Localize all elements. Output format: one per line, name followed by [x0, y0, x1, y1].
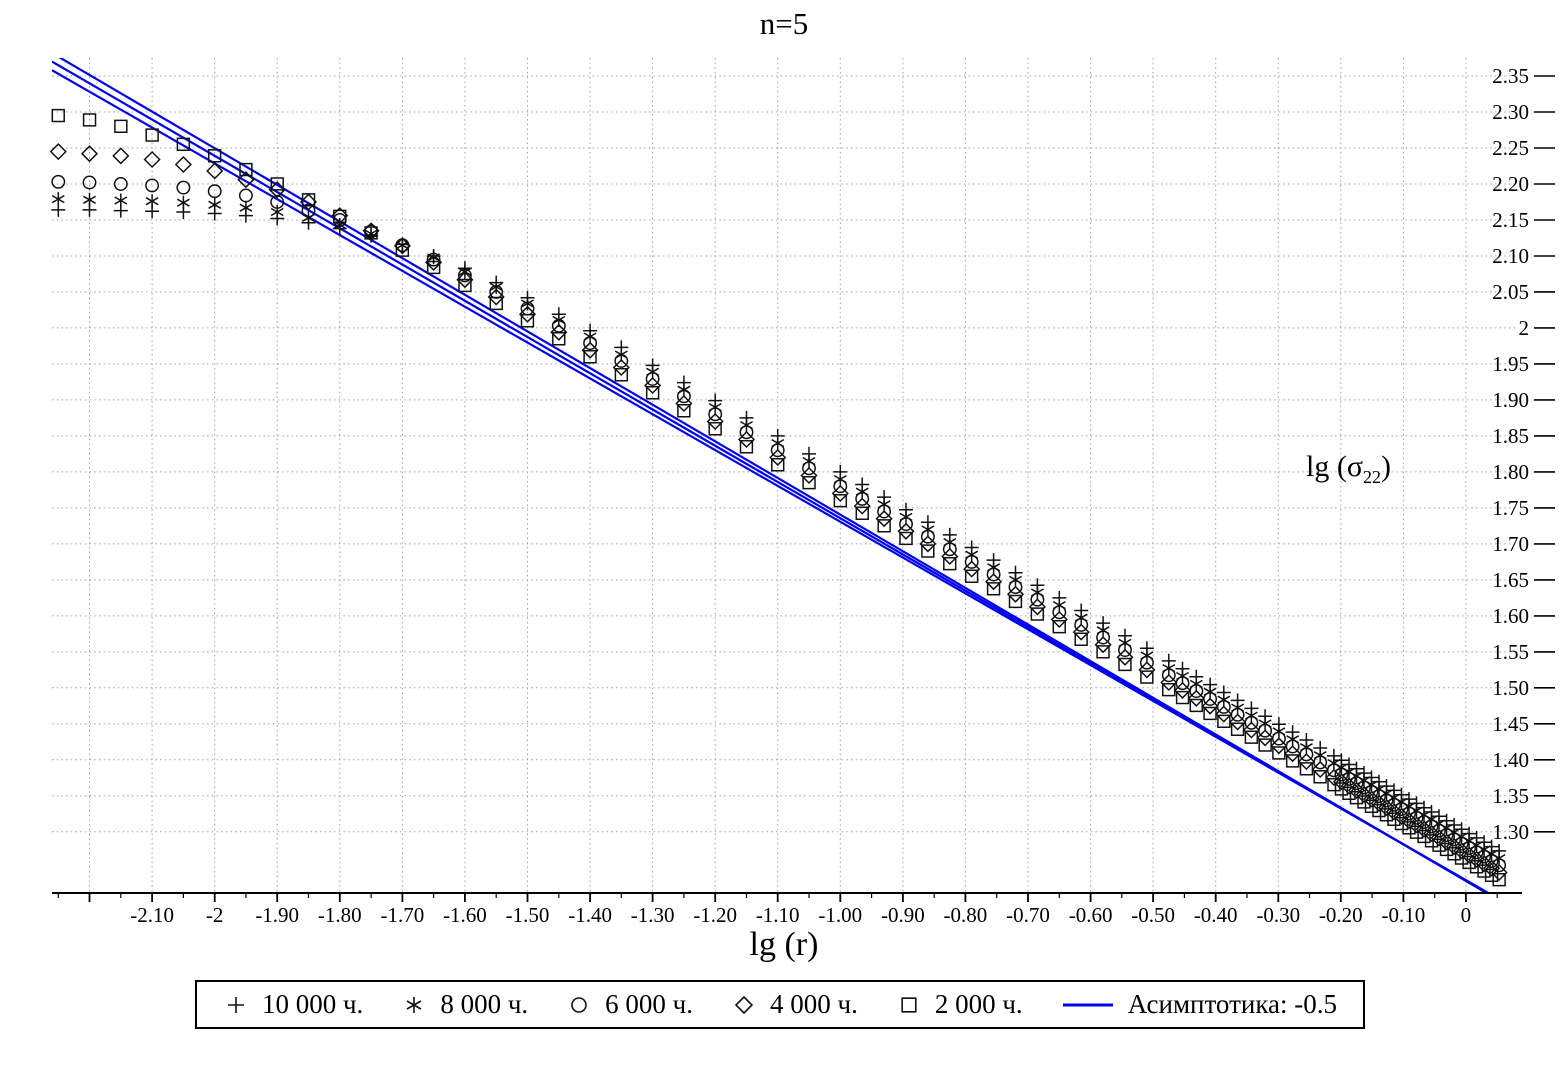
svg-text:1.30: 1.30	[1492, 820, 1529, 844]
svg-text:1.65: 1.65	[1492, 568, 1529, 592]
x-axis	[52, 892, 1522, 902]
svg-text:-1.10: -1.10	[756, 903, 800, 927]
y-axis-label-close: )	[1381, 450, 1391, 483]
legend-diamond-icon	[734, 995, 754, 1014]
svg-text:-0.20: -0.20	[1319, 903, 1363, 927]
series-diamond	[49, 143, 1508, 882]
chart-title: n=5	[759, 6, 809, 41]
svg-text:-0.90: -0.90	[881, 903, 925, 927]
svg-text:-0.80: -0.80	[944, 903, 988, 927]
svg-text:1.50: 1.50	[1492, 676, 1529, 700]
x-tick-labels: -2.10 -2 -1.90 -1.80 -1.70 -1.60 -1.50 -1.40 -1.…	[130, 903, 1471, 927]
legend-item-circle: 6 000 ч.	[566, 989, 693, 1020]
svg-text:1.80: 1.80	[1492, 460, 1529, 484]
svg-text:1.60: 1.60	[1492, 604, 1529, 628]
svg-text:-1.30: -1.30	[631, 903, 675, 927]
svg-text:1.85: 1.85	[1492, 424, 1529, 448]
svg-text:0: 0	[1461, 903, 1472, 927]
legend-item-plus: 10 000 ч.	[223, 989, 363, 1020]
svg-text:2.35: 2.35	[1492, 64, 1529, 88]
svg-text:-0.60: -0.60	[1069, 903, 1113, 927]
svg-text:-1.60: -1.60	[443, 903, 487, 927]
svg-text:2: 2	[1519, 316, 1530, 340]
legend-asterisk-icon	[406, 996, 422, 1013]
svg-text:-0.40: -0.40	[1194, 903, 1238, 927]
svg-text:1.45: 1.45	[1492, 712, 1529, 736]
svg-text:-1.70: -1.70	[381, 903, 425, 927]
svg-text:2.25: 2.25	[1492, 136, 1529, 160]
legend: 10 000 ч. 8 000 ч. 6 000 ч. 4 000 ч. 2 000 ч…	[194, 980, 1366, 1029]
legend-item-line: Асимптотика: -0.5	[1061, 989, 1337, 1020]
legend-label: 2 000 ч.	[934, 989, 1023, 1019]
legend-item-diamond: 4 000 ч.	[731, 989, 858, 1020]
legend-label: Асимптотика: -0.5	[1127, 989, 1338, 1019]
y-axis-label-text: lg (σ	[1306, 450, 1363, 483]
legend-label: 4 000 ч.	[770, 989, 858, 1019]
svg-text:-2.10: -2.10	[130, 903, 174, 927]
svg-text:2.05: 2.05	[1492, 280, 1529, 304]
grid	[52, 58, 1516, 893]
legend-circle-icon	[571, 996, 587, 1013]
svg-text:-1.20: -1.20	[693, 903, 737, 927]
svg-text:1.95: 1.95	[1492, 352, 1529, 376]
svg-text:-0.30: -0.30	[1256, 903, 1300, 927]
svg-text:-2: -2	[206, 903, 224, 927]
svg-text:1.55: 1.55	[1492, 640, 1529, 664]
svg-text:-1.90: -1.90	[255, 903, 299, 927]
svg-text:-1.50: -1.50	[506, 903, 550, 927]
svg-text:-0.70: -0.70	[1006, 903, 1050, 927]
legend-label: 10 000 ч.	[261, 989, 364, 1019]
y-axis-label-subscript: 22	[1363, 467, 1381, 487]
svg-text:2.15: 2.15	[1492, 208, 1529, 232]
svg-text:1.70: 1.70	[1492, 532, 1529, 556]
svg-text:-0.50: -0.50	[1131, 903, 1175, 927]
legend-line-icon	[1062, 1003, 1113, 1006]
svg-text:1.90: 1.90	[1492, 388, 1529, 412]
legend-label: 6 000 ч.	[605, 989, 694, 1019]
svg-text:-0.10: -0.10	[1382, 903, 1426, 927]
y-tick-labels: 2.35 2.30 2.25 2.20 2.15 2.10 2.05 2 1.95 1.90 1.8…	[1492, 64, 1555, 844]
asymptote-lines	[52, 58, 1491, 893]
legend-item-asterisk: 8 000 ч.	[401, 989, 528, 1020]
svg-text:1.75: 1.75	[1492, 496, 1529, 520]
svg-text:2.20: 2.20	[1492, 172, 1529, 196]
svg-text:-1.00: -1.00	[818, 903, 862, 927]
svg-text:2.30: 2.30	[1492, 100, 1529, 124]
svg-text:-1.80: -1.80	[318, 903, 362, 927]
legend-label: 8 000 ч.	[440, 989, 529, 1019]
series-circle	[51, 174, 1507, 873]
svg-text:-1.40: -1.40	[568, 903, 612, 927]
series-square	[51, 108, 1506, 887]
svg-text:1.35: 1.35	[1492, 784, 1529, 808]
legend-item-square: 2 000 ч.	[896, 989, 1023, 1020]
svg-text:1.40: 1.40	[1492, 748, 1529, 772]
y-axis-label: lg (σ22)	[1306, 450, 1391, 488]
legend-square-icon	[901, 996, 917, 1013]
x-axis-label: lg (r)	[749, 926, 819, 963]
svg-text:2.10: 2.10	[1492, 244, 1529, 268]
legend-plus-icon	[227, 996, 244, 1013]
